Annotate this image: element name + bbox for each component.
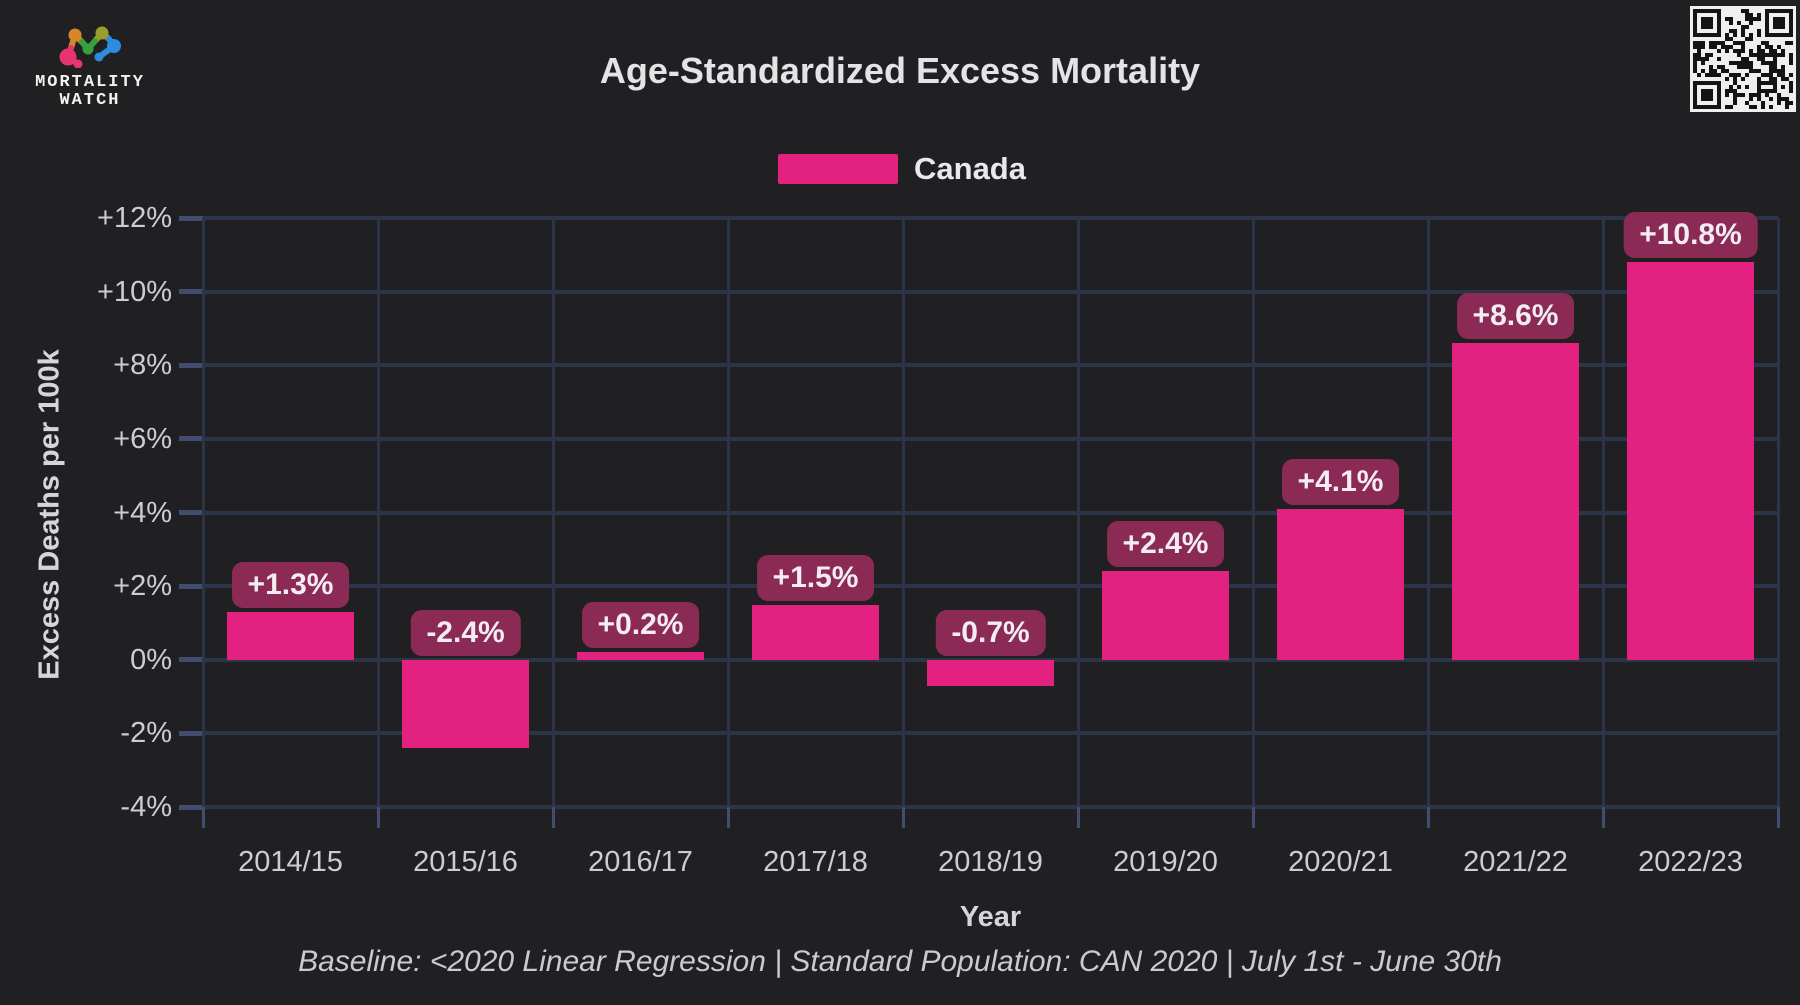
x-tick bbox=[1251, 807, 1255, 828]
bar-2016-17[interactable] bbox=[577, 652, 704, 660]
x-tick bbox=[1076, 807, 1080, 828]
bar-value-label: +0.2% bbox=[581, 602, 700, 649]
y-tick-label: +12% bbox=[97, 202, 172, 234]
y-tick-label: +4% bbox=[113, 496, 172, 529]
y-tick bbox=[179, 510, 203, 515]
x-gridline bbox=[1776, 218, 1780, 807]
x-tick bbox=[551, 807, 555, 828]
y-tick bbox=[179, 362, 203, 368]
x-tick bbox=[1601, 807, 1605, 828]
y-gridline bbox=[203, 805, 1778, 809]
bar-value-label: +10.8% bbox=[1623, 212, 1758, 259]
y-gridline bbox=[203, 436, 1778, 441]
x-tick-label: 2019/20 bbox=[1113, 846, 1218, 878]
y-gridline bbox=[203, 510, 1778, 515]
logo-text-line2: WATCH bbox=[59, 91, 121, 110]
x-gridline bbox=[1601, 218, 1605, 807]
x-axis-title: Year bbox=[959, 901, 1022, 933]
x-tick-label: 2021/22 bbox=[1463, 846, 1568, 878]
y-gridline bbox=[203, 289, 1778, 294]
x-gridline bbox=[201, 218, 205, 807]
qr-code[interactable] bbox=[1690, 6, 1796, 112]
legend-item-canada[interactable]: Canada bbox=[778, 151, 1026, 186]
y-gridline bbox=[203, 584, 1778, 589]
y-gridline bbox=[203, 363, 1778, 368]
y-tick-label: -2% bbox=[120, 717, 172, 750]
x-tick-label: 2015/16 bbox=[413, 846, 518, 878]
bar-value-label: -0.7% bbox=[935, 609, 1046, 656]
bar-2020-21[interactable] bbox=[1277, 508, 1404, 660]
y-tick-label: 0% bbox=[130, 643, 172, 676]
x-tick bbox=[376, 807, 380, 828]
bar-value-label: +8.6% bbox=[1456, 293, 1575, 340]
bar-2021-22[interactable] bbox=[1452, 343, 1579, 660]
x-tick-label: 2018/19 bbox=[938, 846, 1043, 878]
x-gridline bbox=[1251, 218, 1255, 807]
mortality-watch-molecule-icon bbox=[59, 26, 121, 69]
bar-2022-23[interactable] bbox=[1627, 262, 1754, 660]
legend-swatch bbox=[778, 154, 898, 184]
y-tick bbox=[179, 730, 203, 736]
y-tick bbox=[179, 657, 203, 663]
y-tick-label: +6% bbox=[113, 422, 172, 455]
y-tick bbox=[179, 583, 203, 589]
bar-2015-16[interactable] bbox=[402, 659, 529, 749]
x-tick bbox=[901, 807, 905, 828]
bar-2014-15[interactable] bbox=[227, 611, 354, 660]
x-tick-label: 2017/18 bbox=[763, 846, 868, 878]
legend-label: Canada bbox=[914, 151, 1026, 186]
y-gridline bbox=[203, 731, 1778, 736]
x-tick bbox=[726, 807, 730, 828]
y-axis-title: Excess Deaths per 100k bbox=[33, 349, 66, 680]
x-tick-label: 2022/23 bbox=[1638, 846, 1743, 878]
y-tick bbox=[179, 436, 203, 442]
x-gridline bbox=[551, 218, 555, 807]
bar-2017-18[interactable] bbox=[752, 604, 879, 660]
bar-2019-20[interactable] bbox=[1102, 571, 1229, 660]
bar-value-label: +2.4% bbox=[1106, 521, 1225, 568]
chart-caption: Baseline: <2020 Linear Regression | Stan… bbox=[298, 945, 1502, 978]
y-gridline bbox=[203, 216, 1778, 220]
x-tick-label: 2020/21 bbox=[1288, 846, 1393, 878]
y-tick-label: +2% bbox=[113, 570, 172, 603]
bar-value-label: +1.3% bbox=[231, 561, 350, 608]
y-tick-label: -4% bbox=[120, 791, 172, 823]
x-gridline bbox=[901, 218, 905, 807]
bar-value-label: +4.1% bbox=[1281, 458, 1400, 505]
x-gridline bbox=[376, 218, 380, 807]
x-tick-label: 2016/17 bbox=[588, 846, 693, 878]
x-tick bbox=[1776, 807, 1780, 828]
bar-value-label: -2.4% bbox=[410, 609, 521, 656]
y-tick-label: +8% bbox=[113, 349, 172, 382]
x-gridline bbox=[1076, 218, 1080, 807]
y-tick bbox=[179, 215, 203, 221]
y-tick bbox=[179, 804, 203, 810]
mortality-watch-logo[interactable]: MORTALITY WATCH bbox=[26, 24, 154, 109]
x-tick-label: 2014/15 bbox=[238, 846, 343, 878]
logo-text-line1: MORTALITY bbox=[35, 73, 145, 92]
x-gridline bbox=[1426, 218, 1430, 807]
x-tick bbox=[201, 807, 205, 828]
y-tick bbox=[179, 289, 203, 295]
x-gridline bbox=[726, 218, 730, 807]
bar-2018-19[interactable] bbox=[927, 659, 1054, 686]
y-tick-label: +10% bbox=[97, 275, 172, 308]
x-tick bbox=[1426, 807, 1430, 828]
bar-value-label: +1.5% bbox=[756, 554, 875, 601]
page-title: Age-Standardized Excess Mortality bbox=[599, 50, 1201, 91]
